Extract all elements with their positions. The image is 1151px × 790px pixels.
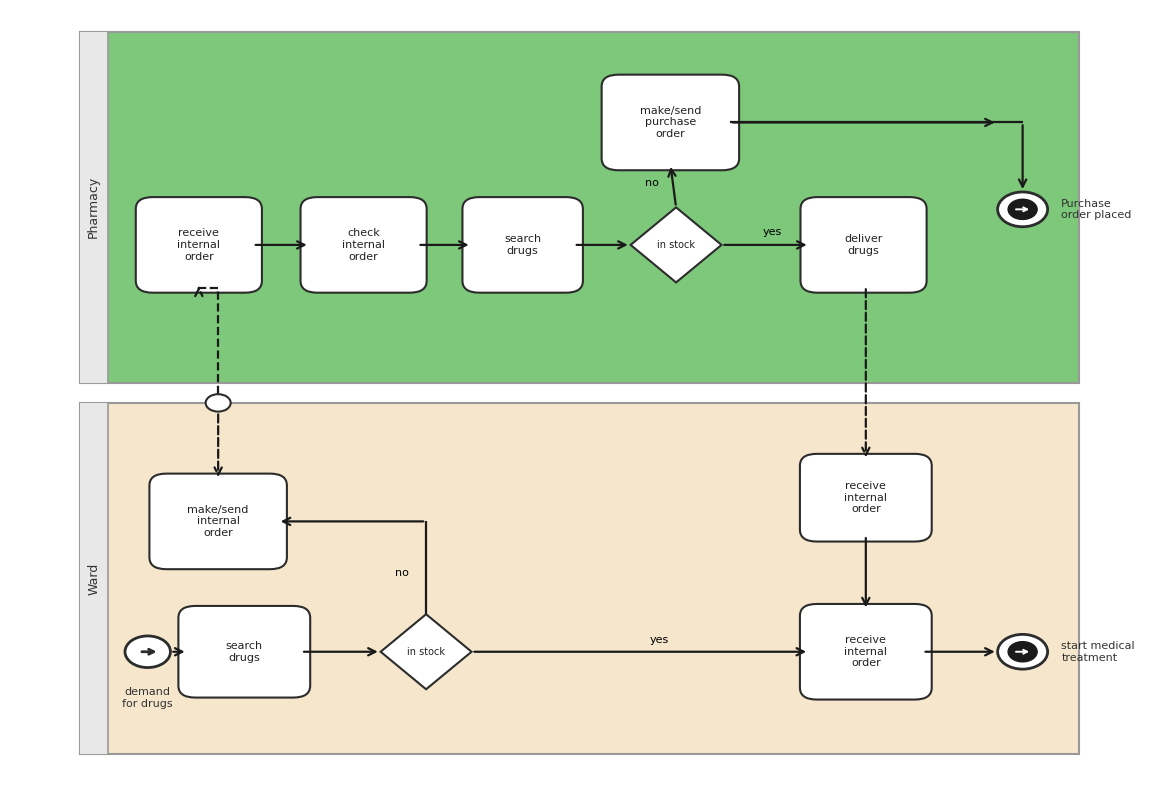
Text: receive
internal
order: receive internal order — [845, 635, 887, 668]
Circle shape — [998, 634, 1047, 669]
Circle shape — [125, 636, 170, 668]
Text: receive
internal
order: receive internal order — [177, 228, 220, 261]
Text: yes: yes — [649, 635, 669, 645]
FancyBboxPatch shape — [800, 198, 927, 293]
FancyBboxPatch shape — [150, 474, 287, 569]
Bar — [79, 32, 1080, 383]
FancyBboxPatch shape — [178, 606, 311, 698]
Text: search
drugs: search drugs — [226, 641, 262, 663]
FancyBboxPatch shape — [602, 75, 739, 171]
Text: yes: yes — [763, 227, 783, 237]
Text: in stock: in stock — [657, 240, 695, 250]
Bar — [79, 403, 108, 754]
FancyBboxPatch shape — [800, 453, 931, 542]
Text: demand
for drugs: demand for drugs — [122, 687, 173, 709]
Text: deliver
drugs: deliver drugs — [845, 234, 883, 256]
Text: receive
internal
order: receive internal order — [845, 481, 887, 514]
Text: Pharmacy: Pharmacy — [87, 176, 100, 239]
FancyBboxPatch shape — [800, 604, 931, 700]
Circle shape — [1008, 199, 1037, 220]
Text: Ward: Ward — [87, 562, 100, 595]
Text: search
drugs: search drugs — [504, 234, 541, 256]
Text: check
internal
order: check internal order — [342, 228, 386, 261]
Circle shape — [1008, 641, 1037, 662]
Polygon shape — [381, 615, 472, 689]
FancyBboxPatch shape — [136, 198, 262, 293]
Bar — [79, 403, 1080, 754]
Text: Purchase
order placed: Purchase order placed — [1061, 198, 1131, 220]
Text: no: no — [395, 568, 409, 577]
Text: no: no — [646, 179, 660, 188]
Text: start medical
treatment: start medical treatment — [1061, 641, 1135, 663]
Text: in stock: in stock — [407, 647, 445, 656]
Circle shape — [998, 192, 1047, 227]
Text: make/send
purchase
order: make/send purchase order — [640, 106, 701, 139]
FancyBboxPatch shape — [463, 198, 582, 293]
FancyBboxPatch shape — [300, 198, 427, 293]
Circle shape — [206, 394, 230, 412]
Text: make/send
internal
order: make/send internal order — [188, 505, 249, 538]
Bar — [79, 32, 108, 383]
Polygon shape — [631, 208, 722, 283]
